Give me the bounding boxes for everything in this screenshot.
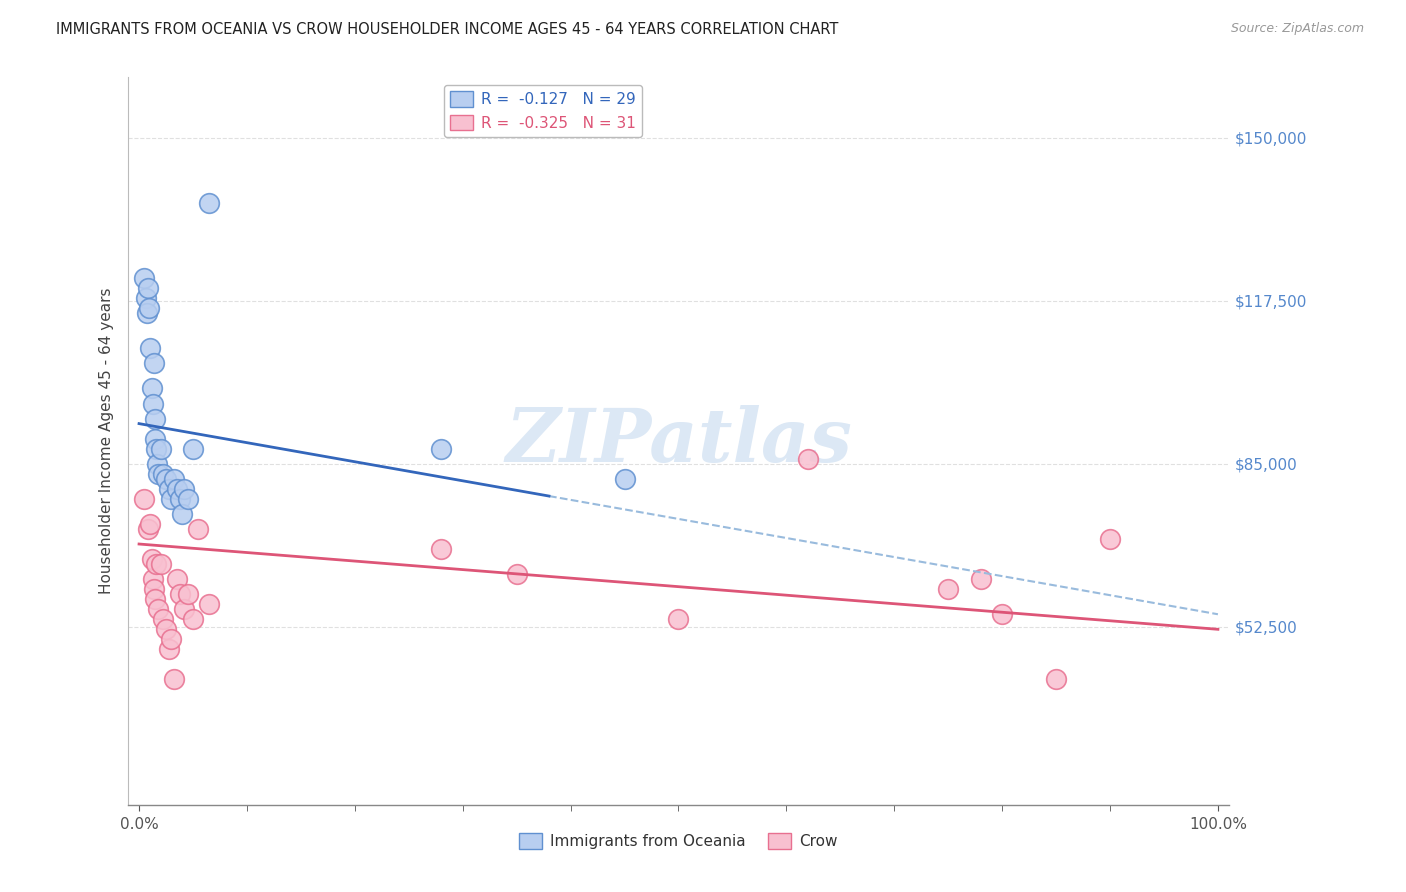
Point (160, 632, 183, 647)
Point (176, 491, 198, 506)
Point (430, 542, 453, 557)
Point (173, 482, 195, 496)
Point (668, 612, 690, 626)
Point (155, 472, 177, 486)
Point (149, 557, 172, 571)
Point (143, 432, 166, 446)
Point (143, 356, 166, 370)
Point (136, 281, 159, 295)
Point (152, 467, 174, 481)
Point (141, 552, 163, 566)
Point (145, 557, 167, 571)
Point (139, 516, 162, 531)
Point (135, 306, 157, 320)
Point (146, 457, 169, 471)
Point (148, 467, 170, 481)
Point (169, 587, 191, 601)
Point (198, 195, 221, 210)
Point (141, 382, 163, 396)
Point (142, 572, 165, 586)
Point (181, 442, 204, 456)
Point (991, 607, 1014, 622)
Point (143, 411, 166, 425)
Point (157, 482, 180, 496)
Point (181, 612, 204, 626)
Point (1045, 673, 1067, 687)
Point (176, 587, 198, 601)
Legend: R =  -0.127   N = 29, R =  -0.325   N = 31: R = -0.127 N = 29, R = -0.325 N = 31 (444, 85, 641, 136)
Point (198, 597, 221, 611)
Point (169, 491, 191, 506)
Point (613, 472, 636, 486)
Point (969, 572, 991, 586)
Point (155, 623, 177, 637)
Point (505, 567, 527, 582)
Point (173, 602, 195, 616)
Point (187, 522, 209, 536)
Text: Source: ZipAtlas.com: Source: ZipAtlas.com (1230, 22, 1364, 36)
Point (149, 442, 172, 456)
Point (166, 572, 188, 586)
Point (134, 491, 156, 506)
Point (797, 451, 820, 466)
Point (143, 592, 166, 607)
Point (138, 301, 160, 316)
Point (936, 582, 959, 597)
Point (152, 612, 174, 626)
Point (148, 602, 170, 616)
Point (430, 442, 453, 456)
Point (166, 482, 188, 496)
Point (157, 642, 180, 657)
Point (145, 442, 167, 456)
Text: IMMIGRANTS FROM OCEANIA VS CROW HOUSEHOLDER INCOME AGES 45 - 64 YEARS CORRELATIO: IMMIGRANTS FROM OCEANIA VS CROW HOUSEHOL… (56, 22, 838, 37)
Point (142, 396, 165, 410)
Y-axis label: Householder Income Ages 45 - 64 years: Householder Income Ages 45 - 64 years (100, 288, 114, 594)
Point (136, 522, 159, 536)
Point (143, 582, 166, 597)
Point (139, 342, 162, 356)
Point (160, 491, 183, 506)
Point (162, 673, 184, 687)
Text: ZIPatlas: ZIPatlas (505, 405, 852, 477)
Point (162, 472, 184, 486)
Point (1098, 532, 1121, 546)
Point (134, 271, 156, 285)
Point (172, 507, 194, 521)
Point (134, 291, 156, 305)
